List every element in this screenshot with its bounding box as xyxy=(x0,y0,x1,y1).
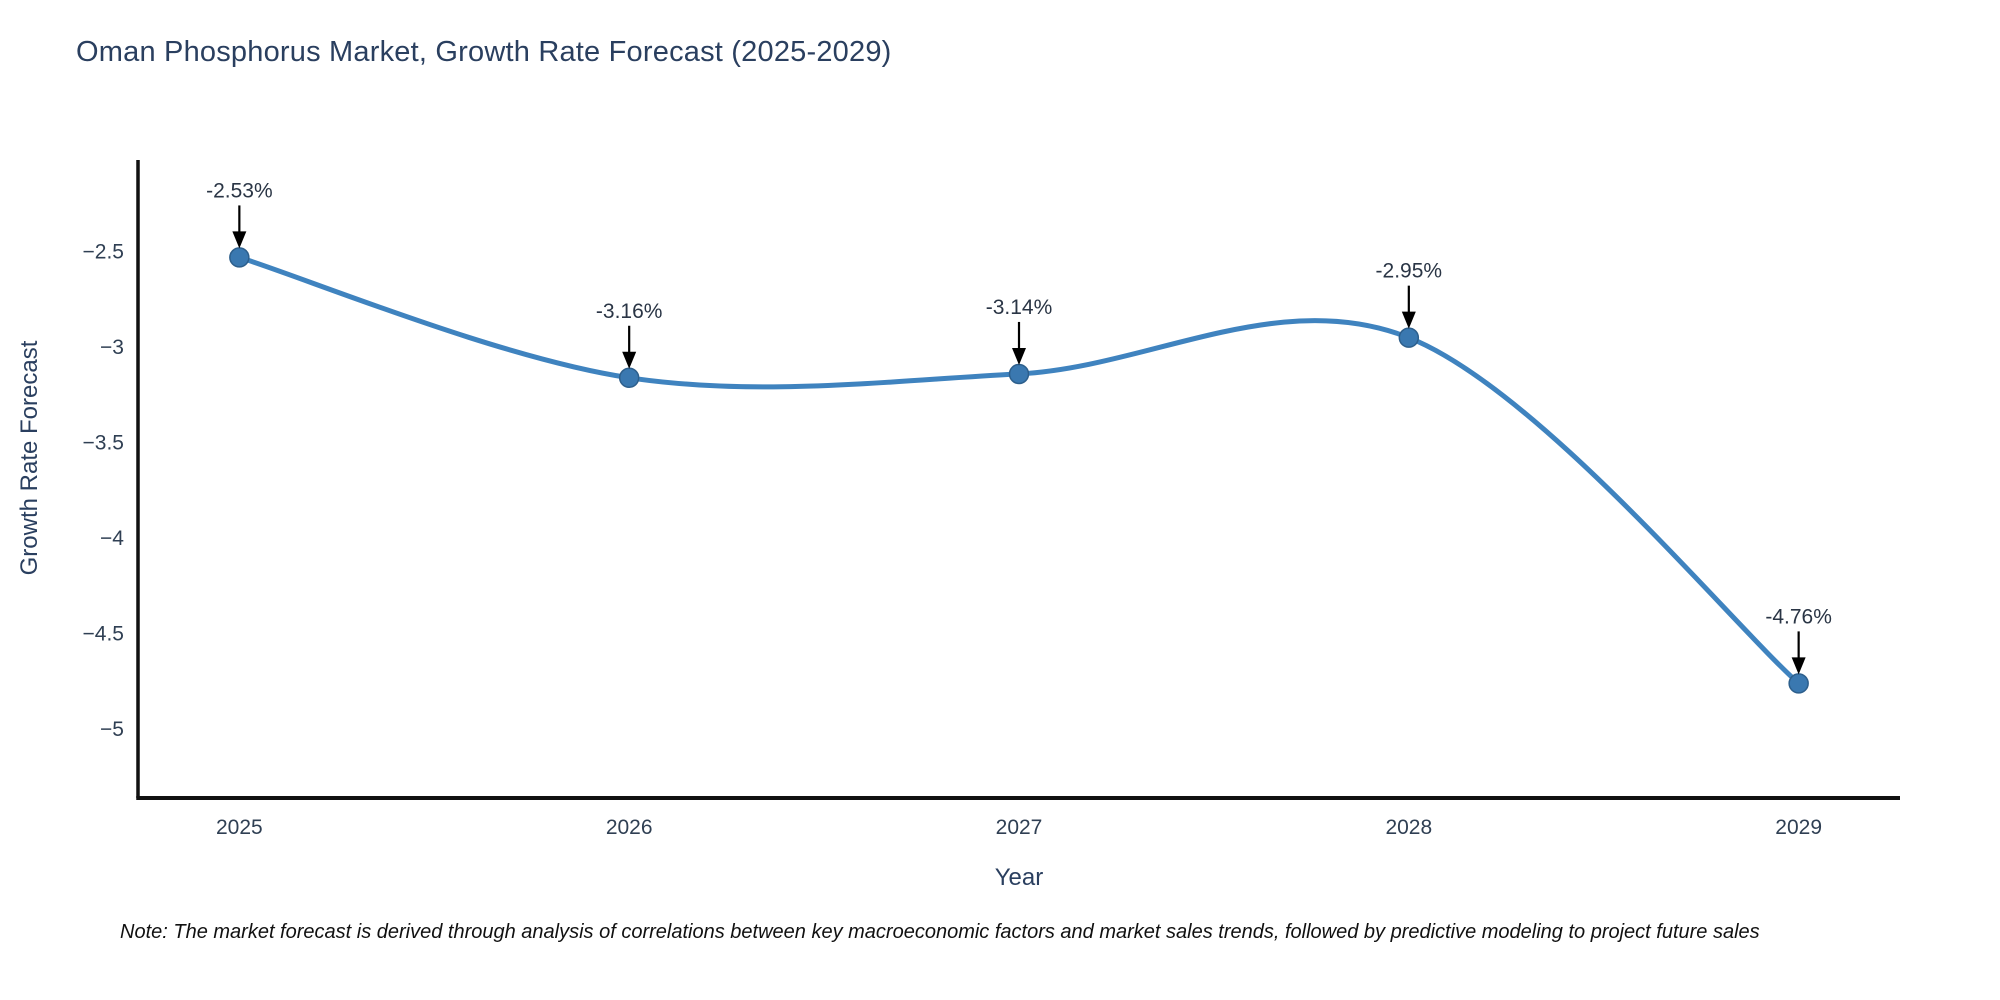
data-point-marker[interactable] xyxy=(618,367,640,389)
data-point-label: -4.76% xyxy=(1765,605,1832,628)
annotation-arrowhead-icon xyxy=(232,231,247,249)
x-tick-label: 2029 xyxy=(1775,816,1822,839)
footnote: Note: The market forecast is derived thr… xyxy=(120,921,1760,943)
data-point-marker[interactable] xyxy=(1788,673,1809,694)
forecast-line xyxy=(236,254,1802,686)
y-tick-label: −5 xyxy=(100,718,124,741)
annotation-arrowhead-icon xyxy=(622,351,637,369)
x-tick-label: 2027 xyxy=(996,816,1043,839)
chart-title: Oman Phosphorus Market, Growth Rate Fore… xyxy=(76,36,892,68)
data-point-marker[interactable] xyxy=(229,247,250,268)
data-point-label: -3.14% xyxy=(986,296,1053,319)
data-point-label: -3.16% xyxy=(596,300,663,323)
annotation-arrowhead-icon xyxy=(1791,657,1806,675)
x-tick-label: 2025 xyxy=(216,816,263,839)
annotation-arrowhead-icon xyxy=(1012,347,1026,365)
annotation-arrowhead-icon xyxy=(1401,311,1416,329)
x-tick-label: 2026 xyxy=(606,816,653,839)
y-tick-label: −3 xyxy=(100,336,124,359)
data-point-label: -2.53% xyxy=(206,179,273,202)
y-tick-label: −2.5 xyxy=(83,241,124,264)
x-axis-title: Year xyxy=(994,864,1044,891)
data-point-marker[interactable] xyxy=(1008,363,1030,385)
data-point-label: -2.95% xyxy=(1376,260,1443,283)
data-point-marker[interactable] xyxy=(1398,327,1420,348)
x-tick-label: 2028 xyxy=(1385,816,1432,839)
y-tick-label: −4 xyxy=(100,527,124,550)
y-tick-label: −3.5 xyxy=(83,432,124,455)
y-axis-title: Growth Rate Forecast xyxy=(16,340,43,576)
y-tick-label: −4.5 xyxy=(83,623,124,646)
